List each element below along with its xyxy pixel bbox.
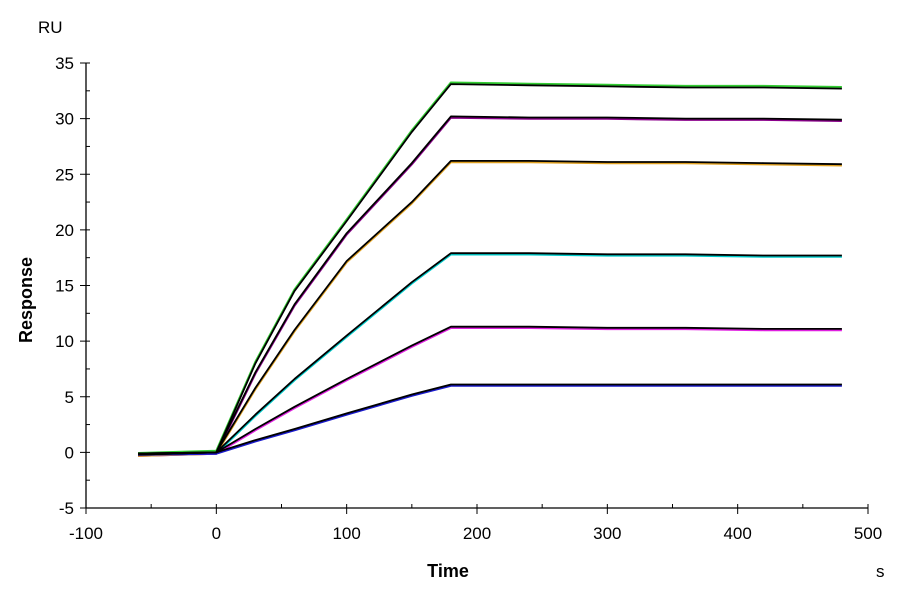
y-tick-label: 35: [55, 54, 74, 73]
y-axis-label: Response: [16, 257, 36, 343]
data-curve-3: [138, 161, 842, 457]
x-tick-label: 300: [593, 524, 621, 543]
y-tick-label: 25: [55, 165, 74, 184]
data-curve-2: [138, 116, 842, 457]
x-tick-label: 200: [463, 524, 491, 543]
fit-curve-4: [138, 252, 842, 455]
fit-curve-1: [138, 83, 842, 456]
x-tick-label: 500: [854, 524, 882, 543]
fit-curve-3: [138, 160, 842, 456]
x-tick-label: 400: [723, 524, 751, 543]
y-tick-label: 30: [55, 110, 74, 129]
y-tick-label: 10: [55, 332, 74, 351]
data-curve-6: [138, 384, 842, 456]
axes: -5 0 5 10 15 20 25 30 35 -100 0 100 200 300 400 500: [55, 54, 882, 543]
y-tick-label: 5: [65, 388, 74, 407]
y-unit-label: RU: [38, 18, 63, 37]
x-tick-label: 0: [212, 524, 221, 543]
y-tick-label: 0: [65, 443, 74, 462]
y-tick-label: 20: [55, 221, 74, 240]
x-unit-label: s: [876, 562, 885, 581]
fit-curve-2: [138, 115, 842, 456]
x-axis-label: Time: [427, 561, 469, 581]
x-tick-label: -100: [69, 524, 103, 543]
x-tick-label: 100: [332, 524, 360, 543]
fit-curve-6: [138, 383, 842, 455]
series-group: [138, 81, 842, 457]
data-curve-4: [138, 253, 842, 456]
y-tick-label: 15: [55, 277, 74, 296]
fit-curve-5: [138, 325, 842, 455]
y-tick-label: -5: [59, 499, 74, 518]
data-curve-5: [138, 326, 842, 456]
